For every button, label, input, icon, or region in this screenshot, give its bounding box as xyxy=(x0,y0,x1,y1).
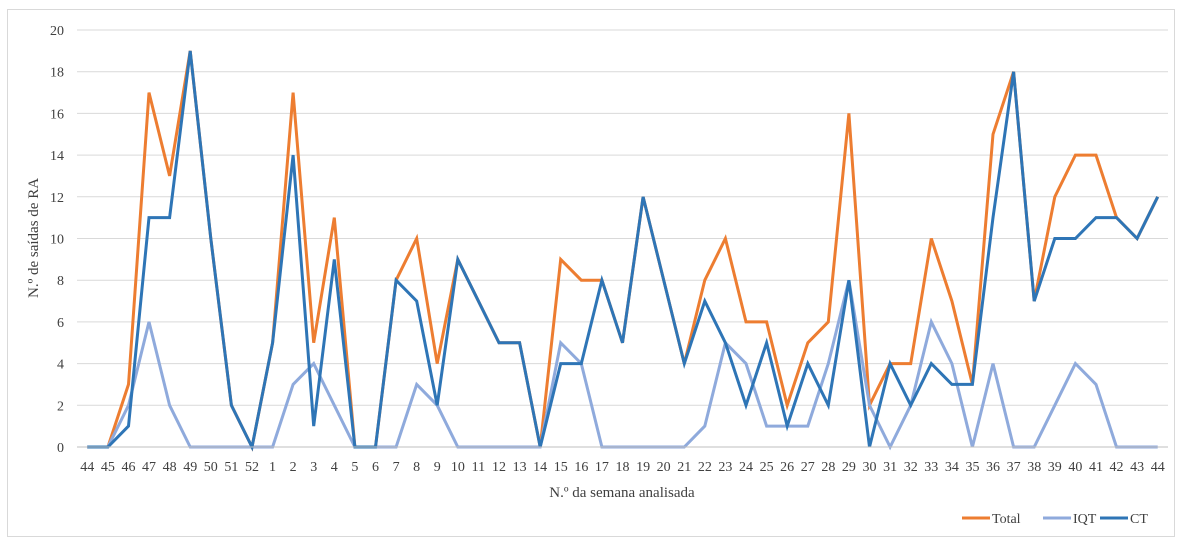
x-tick-label: 46 xyxy=(121,460,135,475)
x-tick-label: 28 xyxy=(821,460,835,475)
x-tick-label: 25 xyxy=(760,460,774,475)
x-tick-label: 8 xyxy=(413,460,420,475)
x-tick-label: 5 xyxy=(351,460,358,475)
x-tick-label: 32 xyxy=(904,460,918,475)
gridlines xyxy=(77,29,1168,406)
x-tick-label: 49 xyxy=(183,460,197,475)
x-tick-label: 40 xyxy=(1068,460,1082,475)
x-tick-label: 41 xyxy=(1089,460,1103,475)
x-tick-label: 43 xyxy=(1130,460,1144,475)
series-line-total xyxy=(87,50,1160,452)
x-tick-label: 52 xyxy=(245,460,259,475)
x-tick-label: 13 xyxy=(513,460,527,475)
y-tick-label: 14 xyxy=(50,149,64,164)
x-tick-label: 17 xyxy=(595,460,609,475)
x-tick-label: 33 xyxy=(924,460,938,475)
x-tick-label: 15 xyxy=(554,460,568,475)
x-tick-label: 12 xyxy=(492,460,506,475)
y-tick-label: 4 xyxy=(57,358,64,373)
x-tick-label: 44 xyxy=(1151,460,1165,475)
x-tick-label: 11 xyxy=(472,460,485,475)
y-axis-tick-labels: 0 2 4 6 8 10 12 14 16 18 20 xyxy=(50,24,64,456)
x-tick-label: 22 xyxy=(698,460,712,475)
x-tick-label: 1 xyxy=(269,460,276,475)
x-tick-label: 31 xyxy=(883,460,897,475)
x-tick-label: 23 xyxy=(718,460,732,475)
series-lines xyxy=(87,50,1160,452)
y-tick-label: 16 xyxy=(50,107,64,122)
y-tick-label: 12 xyxy=(50,191,64,206)
x-tick-label: 3 xyxy=(310,460,317,475)
x-tick-label: 19 xyxy=(636,460,650,475)
x-tick-label: 44 xyxy=(80,460,94,475)
legend-label-ct: CT xyxy=(1130,512,1148,527)
x-axis-tick-labels: 44 45 46 47 48 49 50 51 52 1 2 3 4 5 6 7 8 9 10 11 12 13 14 15 1… xyxy=(80,460,1164,475)
y-axis-label: N.º de saídas de RA xyxy=(26,178,42,298)
legend: Total IQT CT xyxy=(962,512,1148,527)
x-tick-label: 10 xyxy=(451,460,465,475)
x-tick-label: 2 xyxy=(290,460,297,475)
x-tick-label: 35 xyxy=(965,460,979,475)
y-tick-label: 2 xyxy=(57,399,64,414)
x-tick-label: 6 xyxy=(372,460,379,475)
x-tick-label: 16 xyxy=(574,460,588,475)
y-tick-label: 6 xyxy=(57,316,64,331)
legend-label-iqt: IQT xyxy=(1073,512,1097,527)
x-tick-label: 34 xyxy=(945,460,959,475)
x-tick-label: 18 xyxy=(616,460,630,475)
x-tick-label: 7 xyxy=(393,460,400,475)
x-tick-label: 36 xyxy=(986,460,1000,475)
x-tick-label: 50 xyxy=(204,460,218,475)
y-tick-label: 0 xyxy=(57,441,64,456)
y-tick-label: 20 xyxy=(50,24,64,39)
x-tick-label: 29 xyxy=(842,460,856,475)
x-tick-label: 14 xyxy=(533,460,547,475)
x-tick-label: 48 xyxy=(163,460,177,475)
series-line-ct xyxy=(87,50,1160,452)
y-tick-label: 8 xyxy=(57,274,64,289)
x-tick-label: 24 xyxy=(739,460,753,475)
x-tick-label: 38 xyxy=(1027,460,1041,475)
x-tick-label: 27 xyxy=(801,460,815,475)
x-tick-label: 37 xyxy=(1007,460,1021,475)
y-tick-label: 10 xyxy=(50,233,64,248)
x-axis-label: N.º da semana analisada xyxy=(549,485,695,501)
x-tick-label: 45 xyxy=(101,460,115,475)
legend-label-total: Total xyxy=(992,512,1021,527)
x-tick-label: 47 xyxy=(142,460,156,475)
x-tick-label: 42 xyxy=(1110,460,1124,475)
x-tick-label: 30 xyxy=(863,460,877,475)
x-tick-label: 26 xyxy=(780,460,794,475)
x-tick-label: 39 xyxy=(1048,460,1062,475)
x-tick-label: 51 xyxy=(224,460,238,475)
x-tick-label: 21 xyxy=(677,460,691,475)
x-tick-label: 4 xyxy=(331,460,338,475)
y-tick-label: 18 xyxy=(50,66,64,81)
x-tick-label: 9 xyxy=(434,460,441,475)
x-tick-label: 20 xyxy=(657,460,671,475)
